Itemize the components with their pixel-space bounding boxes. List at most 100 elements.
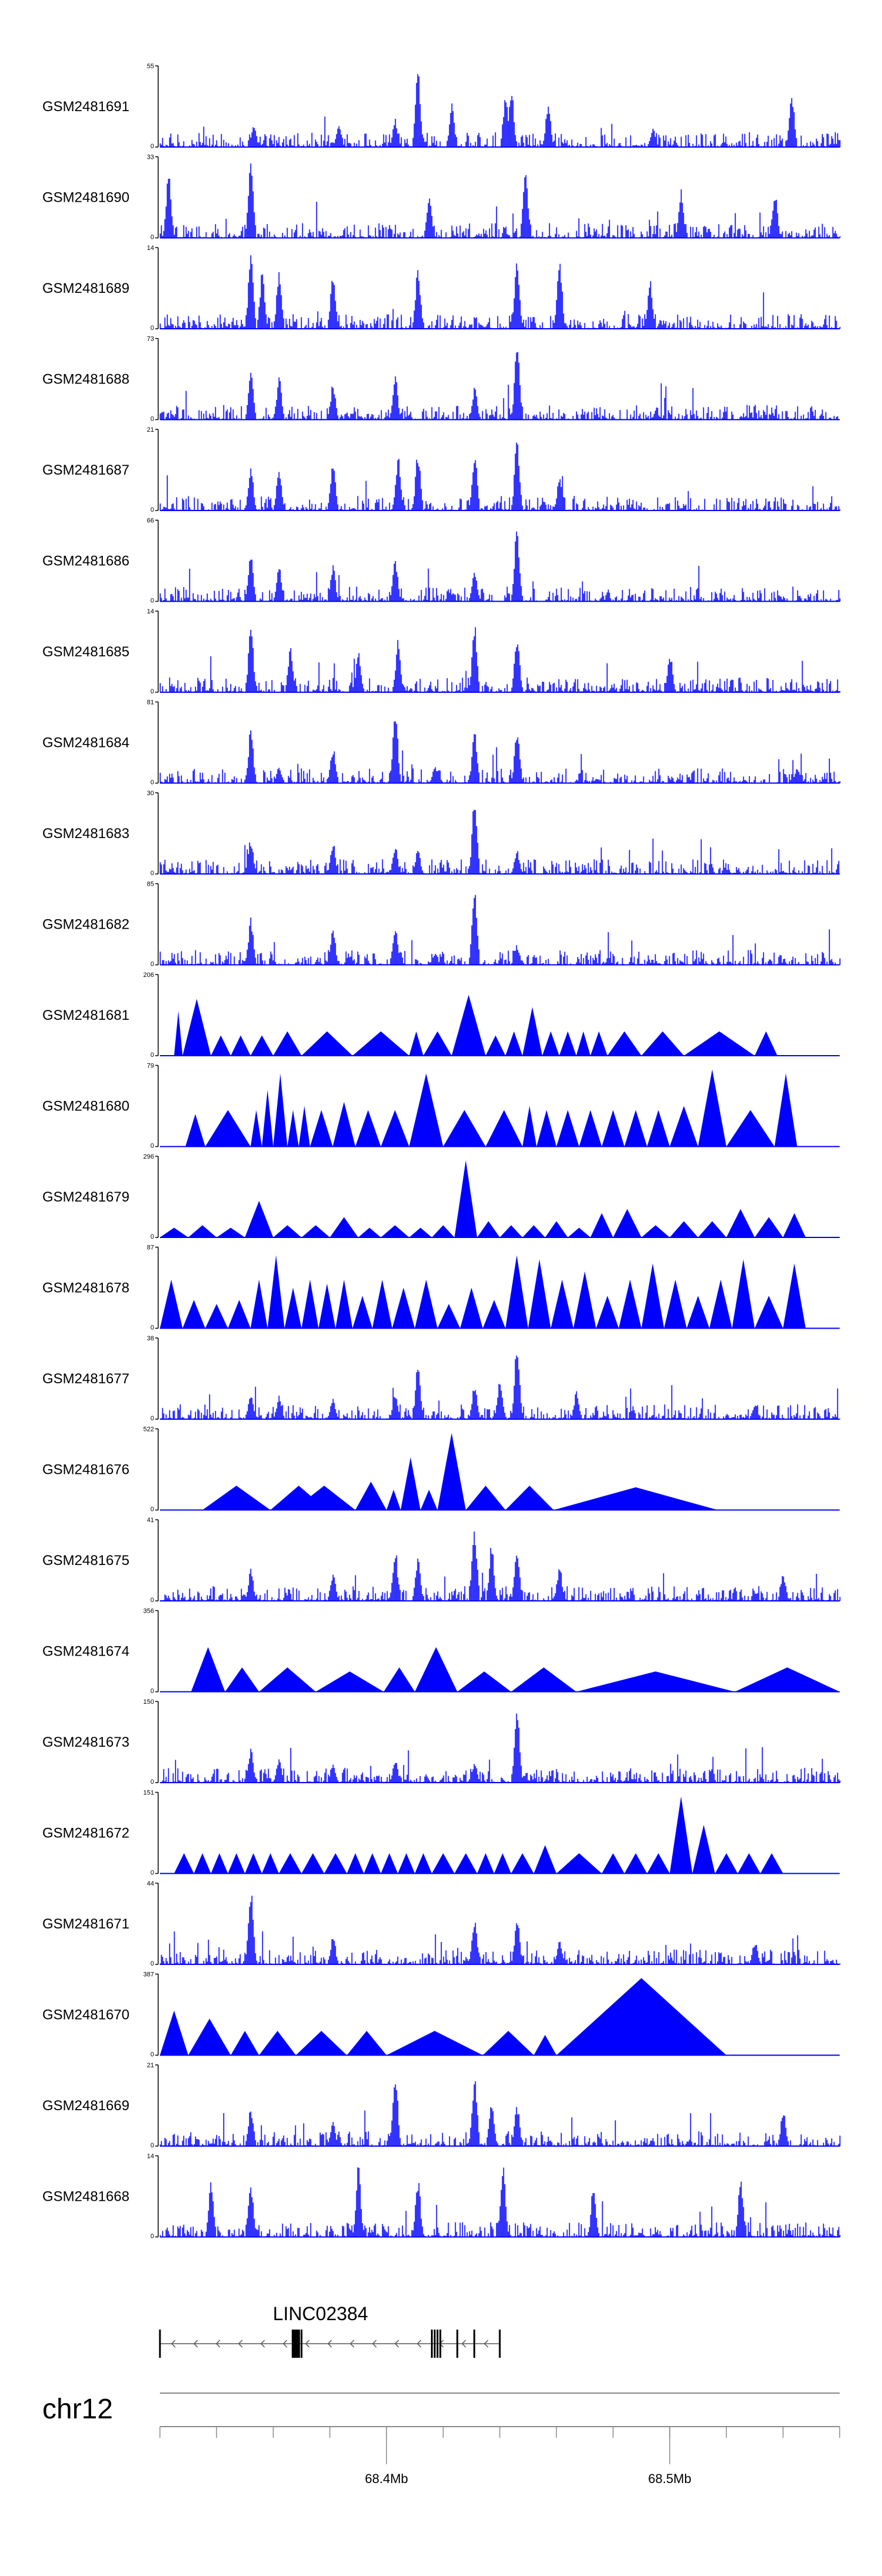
y-tick-zero-label: 0 [151,416,154,423]
coverage-peak [715,1853,738,1874]
coverage-peak [188,2018,231,2056]
y-tick-zero-label: 0 [151,688,154,695]
coverage-peak [483,2031,534,2056]
y-tick-zero-label: 0 [151,1233,154,1240]
track-GSM2481685: GSM2481685 14 0 [42,608,841,695]
coverage-peak [457,1671,512,1692]
coverage-peak [602,1110,624,1147]
coverage-peak [420,1490,438,1510]
y-tick-max-label: 206 [143,972,154,979]
coverage-peak [301,1853,325,1874]
track-label: GSM2481670 [42,2007,129,2023]
track-label: GSM2481683 [42,826,129,842]
coverage-peak [245,1200,273,1237]
y-tick-zero-label: 0 [151,1415,154,1422]
track-label: GSM2481685 [42,644,129,660]
coverage-peak [259,2031,296,2056]
strand-arrow-icon [260,2340,265,2348]
gene-exon [433,2330,436,2358]
y-tick-max-label: 151 [143,1790,154,1797]
gene-exon [159,2330,161,2358]
y-tick-max-label: 79 [147,1063,154,1070]
coverage-area [159,74,841,148]
strand-arrow-icon [327,2340,332,2348]
coverage-peak [293,1486,356,1510]
track-label: GSM2481682 [42,917,129,933]
track-label: GSM2481689 [42,281,129,296]
coverage-peak [726,1110,775,1147]
y-tick-zero-label: 0 [151,1143,154,1150]
coverage-peak [188,1225,217,1237]
coverage-peak [686,1296,710,1329]
coverage-peak [372,1279,392,1329]
strand-arrow-icon [483,2340,489,2348]
coverage-peak [182,999,211,1056]
coverage-peak [567,1227,591,1237]
y-tick-max-label: 85 [147,881,154,888]
coverage-peak [483,1300,506,1329]
coverage-peak [352,1031,409,1056]
track-GSM2481669: GSM2481669 21 0 [42,2062,841,2149]
coverage-peak [505,1486,554,1510]
coverage-peak [299,1106,310,1147]
coverage-peak [259,1667,316,1692]
y-tick-zero-label: 0 [151,234,154,241]
gene-exon [292,2330,300,2358]
strand-arrow-icon [394,2340,399,2348]
track-GSM2481688: GSM2481688 73 0 [42,336,840,423]
coverage-peak [386,1490,401,1510]
coverage-peak [423,1031,452,1056]
y-tick-zero-label: 0 [151,779,154,786]
gene-annotation-track: LINC02384 [159,2303,501,2358]
y-tick-zero-label: 0 [151,325,154,332]
coverage-area [159,163,841,238]
y-tick-max-label: 44 [147,1880,154,1887]
y-tick-zero-label: 0 [151,598,154,605]
coverage-peak [202,1486,270,1510]
track-GSM2481683: GSM2481683 30 0 [42,790,840,877]
gene-name-label: LINC02384 [273,2303,368,2324]
gene-exon [439,2330,442,2358]
coverage-peak [494,1853,512,1874]
track-label: GSM2481684 [42,735,129,751]
coverage-peak [432,1225,455,1237]
gene-exon [436,2330,439,2358]
coverage-peak [415,1853,432,1874]
track-GSM2481677: GSM2481677 38 0 [42,1335,841,1422]
coverage-peak [619,1279,642,1329]
coverage-peak [692,1824,716,1874]
coverage-peak [731,1259,755,1329]
y-tick-max-label: 38 [147,1335,154,1342]
coverage-peak [466,1486,506,1510]
track-GSM2481678: GSM2481678 87 0 [42,1244,840,1332]
gene-exon [499,2330,501,2358]
coverage-peak [301,1225,330,1237]
y-tick-max-label: 150 [143,1699,154,1706]
coverage-area [159,352,840,420]
coverage-peak [228,1853,245,1874]
track-GSM2481673: GSM2481673 150 0 [42,1699,841,1786]
track-GSM2481670: GSM2481670 387 0 [42,1971,840,2058]
track-label: GSM2481669 [42,2098,129,2114]
coverage-peak [284,1287,302,1329]
y-tick-zero-label: 0 [151,1506,154,1513]
y-tick-zero-label: 0 [151,506,154,513]
coverage-peak [500,1225,523,1237]
coverage-peak [383,1667,415,1692]
coverage-peak [624,1110,647,1147]
coverage-peak [225,1667,259,1692]
gene-exon [430,2330,433,2358]
track-label: GSM2481676 [42,1462,129,1478]
coverage-peak [698,1221,727,1237]
coverage-peak [536,1110,557,1147]
track-GSM2481679: GSM2481679 296 0 [42,1153,840,1240]
coverage-peak [191,1647,225,1692]
y-tick-max-label: 356 [143,1608,154,1615]
coverage-peak [185,1114,206,1147]
track-GSM2481689: GSM2481689 14 0 [42,245,841,332]
coverage-peak [315,1671,384,1692]
y-tick-max-label: 296 [143,1153,154,1160]
coverage-peak [160,2010,189,2056]
y-tick-zero-label: 0 [151,2233,154,2240]
coverage-peak [273,1031,302,1056]
